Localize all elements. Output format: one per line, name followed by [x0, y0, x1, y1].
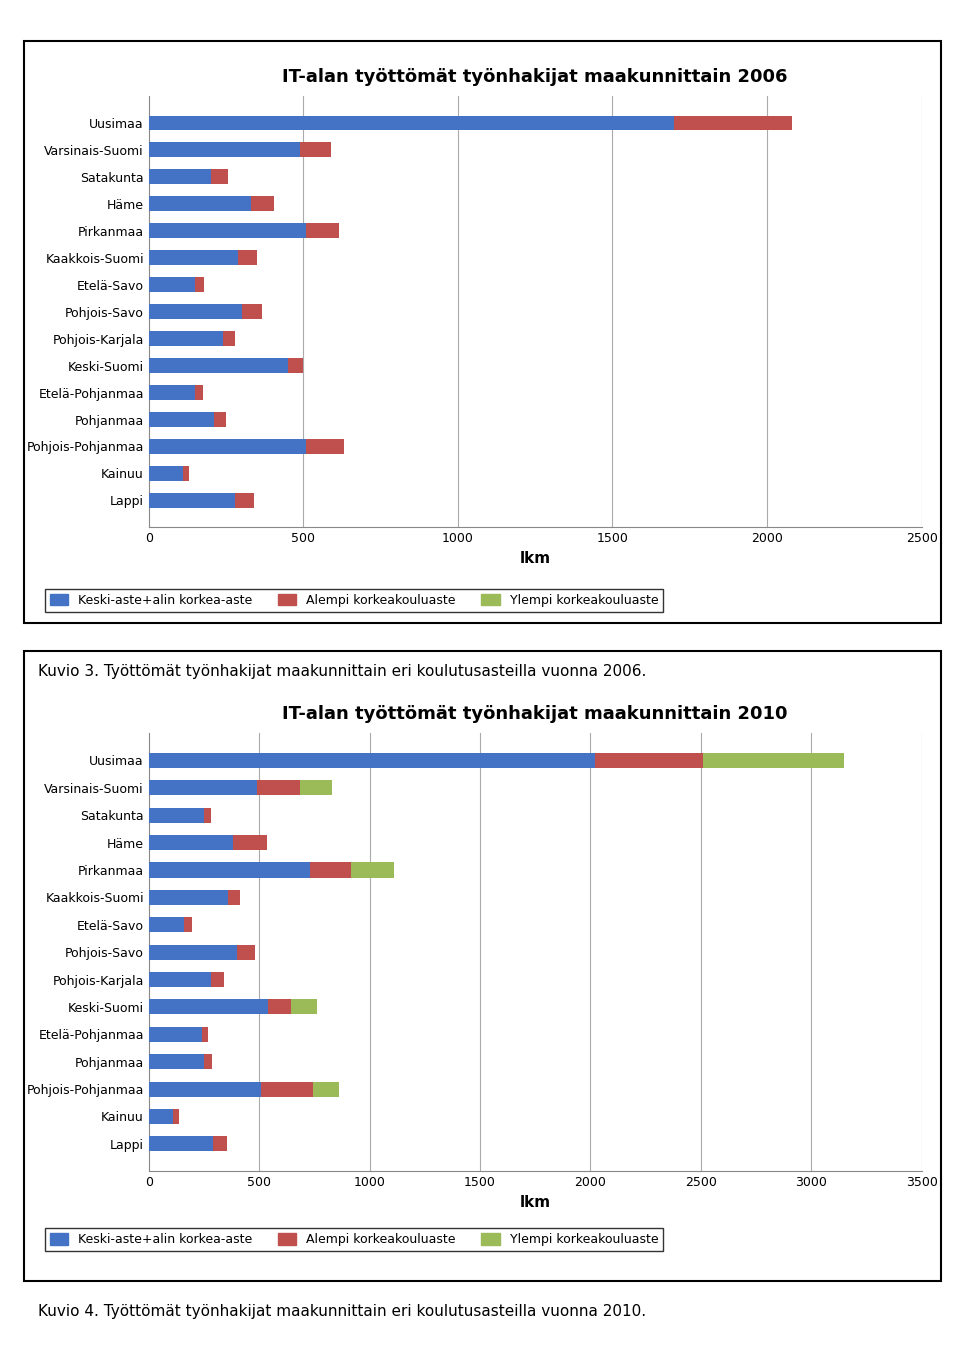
Bar	[261, 1081, 313, 1096]
Bar	[595, 754, 703, 769]
Bar	[204, 1054, 212, 1069]
Bar	[149, 223, 306, 238]
Bar	[237, 945, 254, 959]
Bar	[149, 836, 232, 851]
Bar	[149, 332, 223, 347]
Bar	[202, 1026, 208, 1041]
Bar	[149, 251, 238, 266]
Bar	[149, 863, 310, 878]
Bar	[703, 754, 845, 769]
Bar	[149, 918, 184, 933]
Bar	[149, 115, 674, 130]
Bar	[149, 808, 204, 823]
Bar	[149, 1054, 204, 1069]
Bar	[306, 438, 344, 453]
Bar	[238, 251, 257, 266]
X-axis label: lkm: lkm	[519, 551, 551, 566]
Bar	[300, 781, 332, 796]
Bar	[291, 999, 317, 1014]
Title: IT-alan työttömät työnhakijat maakunnittain 2010: IT-alan työttömät työnhakijat maakunnitt…	[282, 706, 788, 723]
Title: IT-alan työttömät työnhakijat maakunnittain 2006: IT-alan työttömät työnhakijat maakunnitt…	[282, 68, 788, 86]
Text: Kuvio 3. Työttömät työnhakijat maakunnittain eri koulutusasteilla vuonna 2006.: Kuvio 3. Työttömät työnhakijat maakunnit…	[38, 664, 647, 680]
Bar	[149, 971, 210, 986]
Bar	[223, 332, 235, 347]
Bar	[149, 781, 257, 796]
X-axis label: lkm: lkm	[519, 1195, 551, 1210]
Bar	[310, 863, 350, 878]
Bar	[173, 1108, 179, 1123]
Bar	[350, 863, 394, 878]
Bar	[149, 1136, 213, 1151]
Bar	[149, 1108, 173, 1123]
Bar	[195, 277, 204, 292]
Bar	[149, 754, 595, 769]
Bar	[210, 971, 224, 986]
Bar	[232, 836, 267, 851]
Bar	[149, 890, 228, 906]
Bar	[149, 466, 182, 481]
Bar	[300, 142, 331, 158]
Legend: Keski-aste+alin korkea-aste, Alempi korkeakouluaste, Ylempi korkeakouluaste: Keski-aste+alin korkea-aste, Alempi kork…	[45, 589, 663, 611]
Bar	[674, 115, 792, 130]
Bar	[210, 170, 228, 185]
Bar	[149, 945, 237, 959]
Bar	[235, 493, 253, 508]
Bar	[149, 999, 268, 1014]
Bar	[149, 385, 195, 400]
Bar	[149, 1081, 261, 1096]
Bar	[182, 466, 189, 481]
Bar	[184, 918, 192, 933]
Bar	[149, 1026, 202, 1041]
Bar	[306, 223, 339, 238]
Bar	[214, 412, 227, 427]
Bar	[149, 277, 195, 292]
Bar	[195, 385, 203, 400]
Bar	[149, 412, 214, 427]
Bar	[313, 1081, 339, 1096]
Bar	[251, 196, 274, 211]
Bar	[149, 358, 288, 373]
Bar	[242, 304, 262, 319]
Legend: Keski-aste+alin korkea-aste, Alempi korkeakouluaste, Ylempi korkeakouluaste: Keski-aste+alin korkea-aste, Alempi kork…	[45, 1229, 663, 1251]
Bar	[149, 493, 235, 508]
Bar	[268, 999, 291, 1014]
Bar	[228, 890, 240, 906]
Bar	[213, 1136, 228, 1151]
Bar	[149, 170, 210, 185]
Bar	[149, 438, 306, 453]
Bar	[204, 808, 210, 823]
Bar	[149, 196, 251, 211]
Bar	[149, 304, 242, 319]
Bar	[288, 358, 303, 373]
Text: Kuvio 4. Työttömät työnhakijat maakunnittain eri koulutusasteilla vuonna 2010.: Kuvio 4. Työttömät työnhakijat maakunnit…	[38, 1304, 646, 1319]
Bar	[149, 142, 300, 158]
Bar	[257, 781, 300, 796]
